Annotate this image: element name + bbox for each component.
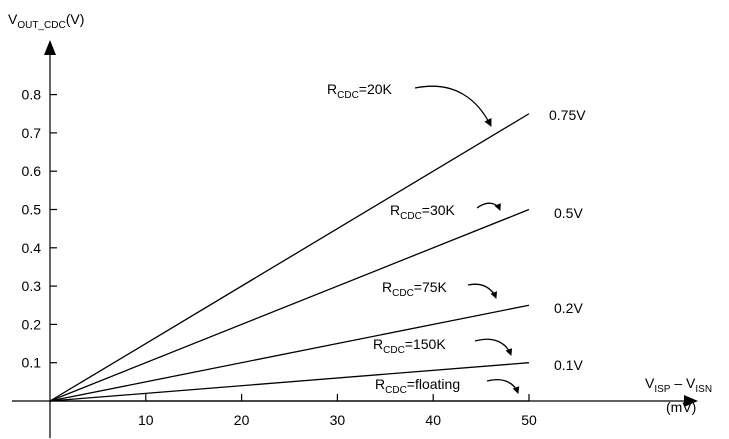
- annotation-arrow-floating: [487, 380, 518, 393]
- series-label-2: RCDC=75K: [382, 279, 448, 299]
- y-tick-label: 0.7: [22, 125, 42, 141]
- y-axis-arrow-icon: [44, 40, 56, 55]
- series-label-4: RCDC=floating: [375, 376, 460, 396]
- y-tick-label: 0.3: [22, 278, 42, 294]
- y-tick-label: 0.6: [22, 163, 42, 179]
- annotation-arrow-150k: [475, 339, 511, 355]
- series-label-3: RCDC=150K: [373, 336, 446, 356]
- y-tick-label: 0.1: [22, 355, 42, 371]
- y-tick-label: 0.8: [22, 87, 42, 103]
- series-end-label-0: 0.75V: [549, 107, 586, 123]
- series-end-label-1: 0.5V: [554, 205, 583, 221]
- y-tick-label: 0.5: [22, 202, 42, 218]
- y-axis-title: VOUT_CDC(V): [8, 11, 84, 31]
- series-label-1: RCDC=30K: [390, 202, 456, 222]
- annotation-arrow-30k: [477, 203, 500, 210]
- x-axis-title: VISP – VISN: [645, 375, 712, 395]
- y-tick-label: 0.2: [22, 316, 42, 332]
- x-tick-label: 50: [521, 412, 537, 428]
- annotation-arrow-75k: [468, 284, 496, 298]
- x-tick-label: 10: [138, 412, 154, 428]
- series-line-0: [50, 114, 529, 401]
- series-line-1: [50, 210, 529, 402]
- series-end-label-3: 0.1V: [554, 357, 583, 373]
- series-label-0: RCDC=20K: [327, 81, 393, 101]
- x-axis-unit: (mV): [666, 399, 696, 415]
- x-tick-label: 20: [234, 412, 250, 428]
- x-tick-label: 40: [425, 412, 441, 428]
- series-end-label-2: 0.2V: [554, 300, 583, 316]
- annotation-arrow-20k: [415, 86, 491, 126]
- series-lines: [50, 114, 529, 401]
- x-tick-label: 30: [330, 412, 346, 428]
- y-tick-label: 0.4: [22, 240, 42, 256]
